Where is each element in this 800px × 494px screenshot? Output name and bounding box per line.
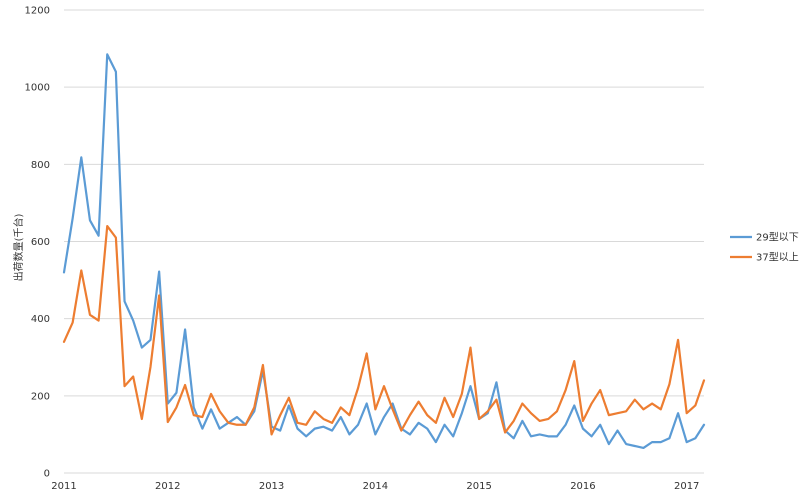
- gridlines: [64, 9, 704, 474]
- y-tick-label: 600: [31, 237, 50, 248]
- x-tick-label: 2016: [570, 481, 595, 492]
- y-tick-label: 200: [31, 391, 50, 402]
- y-tick-label: 1000: [25, 83, 50, 94]
- x-tick-label: 2014: [363, 481, 388, 492]
- y-axis-tick-labels: 0 200 400 600 800 1000 1200: [25, 6, 50, 480]
- y-tick-label: 800: [31, 160, 50, 171]
- x-tick-label: 2012: [155, 481, 180, 492]
- legend: 29型以下 37型以上: [730, 231, 799, 264]
- y-tick-label: 1200: [25, 6, 50, 17]
- y-tick-label: 400: [31, 314, 50, 325]
- x-tick-label: 2017: [674, 481, 699, 492]
- y-axis-title: 出荷数量(千台): [12, 214, 25, 282]
- series-line-1: [62, 53, 706, 450]
- series-line-2: [62, 224, 706, 436]
- y-tick-label: 0: [44, 469, 50, 480]
- x-axis-tick-labels: 2011 2012 2013 2014 2015 2016 2017: [51, 481, 699, 492]
- legend-label: 37型以上: [756, 251, 799, 264]
- x-tick-label: 2013: [259, 481, 284, 492]
- series-lines: [62, 53, 706, 450]
- legend-label: 29型以下: [756, 231, 799, 244]
- x-tick-label: 2011: [51, 481, 76, 492]
- x-tick-label: 2015: [466, 481, 491, 492]
